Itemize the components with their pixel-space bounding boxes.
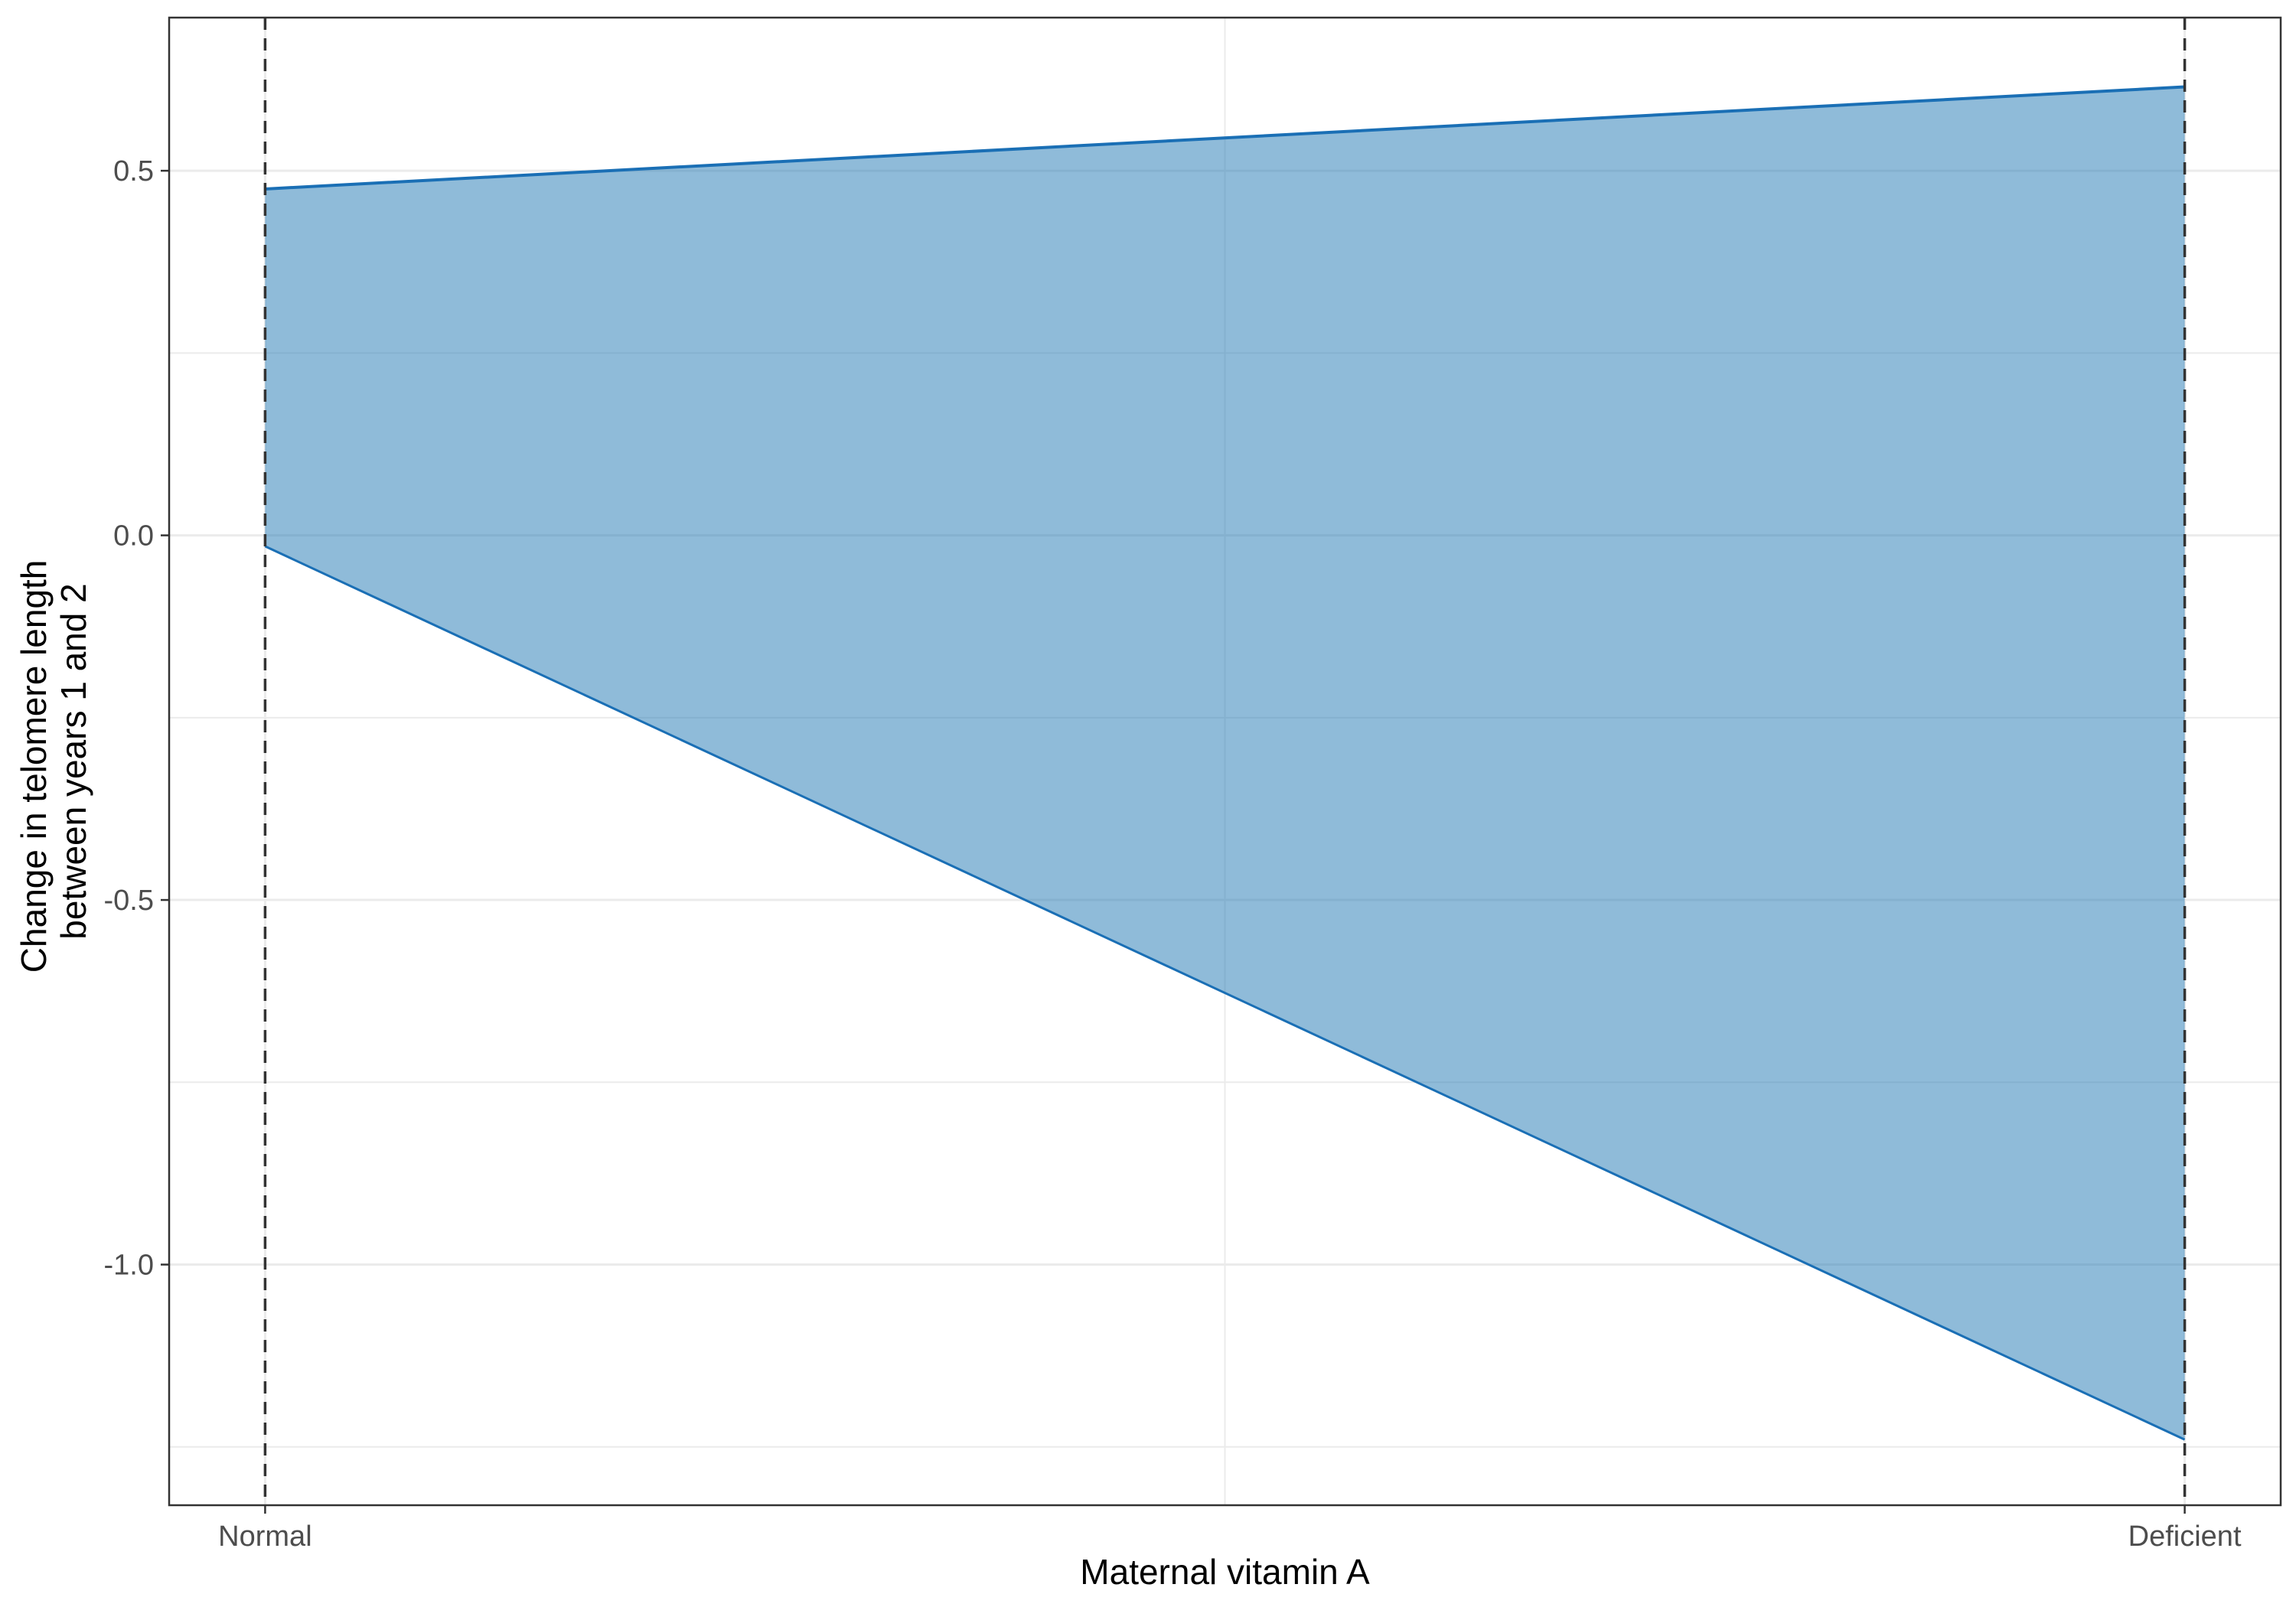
confidence-band-lower-line <box>264 545 2186 1441</box>
y-tick-label: -1.0 <box>104 1250 154 1282</box>
confidence-band-area <box>265 86 2185 1440</box>
x-axis: Normal Deficient <box>218 1505 2242 1553</box>
y-axis: -1.0 -0.5 0.0 0.5 <box>104 155 169 1282</box>
x-axis-title: Maternal vitamin A <box>1080 1552 1370 1592</box>
confidence-band-upper-line <box>265 85 2185 191</box>
panel-border <box>168 16 2282 1507</box>
y-tick-label: -0.5 <box>104 885 154 917</box>
y-axis-title-line-1: Change in telomere length <box>14 560 54 973</box>
x-tick-label: Normal <box>218 1521 311 1553</box>
reference-lines <box>263 18 2187 1505</box>
y-axis-title: Change in telomere length between years … <box>14 550 93 973</box>
y-tick-label: 0.5 <box>113 155 154 187</box>
y-tick-label: 0.0 <box>113 520 154 553</box>
y-axis-title-line-2: between years 1 and 2 <box>54 583 93 939</box>
x-tick-label: Deficient <box>2128 1521 2242 1553</box>
